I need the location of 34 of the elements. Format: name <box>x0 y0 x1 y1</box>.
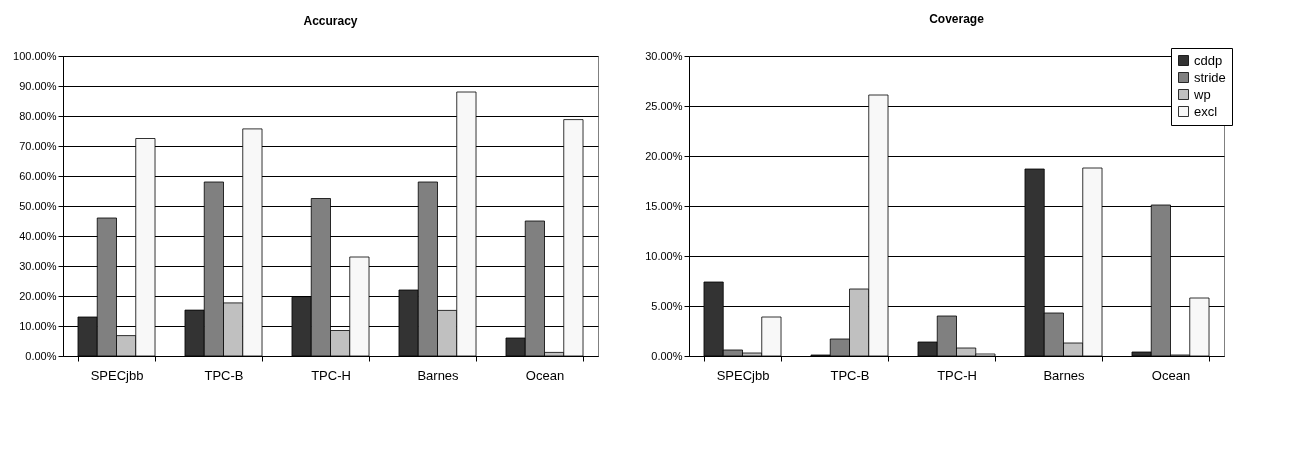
y-tick-label: 60.00% <box>19 169 57 182</box>
y-tick-label: 10.00% <box>645 249 683 262</box>
y-tick-label: 70.00% <box>19 139 57 152</box>
y-tick-label: 30.00% <box>645 49 683 62</box>
legend-label: stride <box>1194 69 1226 85</box>
chart-title: Accuracy <box>303 14 358 28</box>
y-tick-label: 10.00% <box>19 319 57 332</box>
y-tick-label: 90.00% <box>19 79 57 92</box>
x-tick-label: TPC-B <box>830 367 870 383</box>
x-tick-label: SPECjbb <box>90 367 144 383</box>
x-tick-label: TPC-H <box>937 367 977 383</box>
y-tick-label: 0.00% <box>25 349 57 362</box>
legend-label: wp <box>1193 86 1211 102</box>
y-tick-label: 0.00% <box>651 349 683 362</box>
y-tick-label: 25.00% <box>645 99 683 112</box>
y-tick-label: 30.00% <box>19 259 57 272</box>
y-tick-label: 20.00% <box>645 149 683 162</box>
x-tick-label: Barnes <box>417 367 460 383</box>
x-tick-label: TPC-H <box>311 367 351 383</box>
x-tick-label: Ocean <box>1151 367 1191 383</box>
x-tick-label: SPECjbb <box>716 367 770 383</box>
legend-label: excl <box>1194 103 1218 119</box>
x-tick-label: Ocean <box>525 367 565 383</box>
y-tick-label: 5.00% <box>651 299 683 312</box>
y-tick-label: 40.00% <box>19 229 57 242</box>
y-tick-label: 100.00% <box>13 49 57 62</box>
chart-title: Coverage <box>929 11 985 26</box>
y-tick-label: 15.00% <box>645 199 683 212</box>
x-tick-label: TPC-B <box>204 367 244 383</box>
y-tick-label: 50.00% <box>19 199 57 212</box>
x-tick-label: Barnes <box>1043 367 1086 383</box>
y-tick-label: 80.00% <box>19 109 57 122</box>
legend-label: cddp <box>1194 52 1223 68</box>
y-tick-label: 20.00% <box>19 289 57 302</box>
